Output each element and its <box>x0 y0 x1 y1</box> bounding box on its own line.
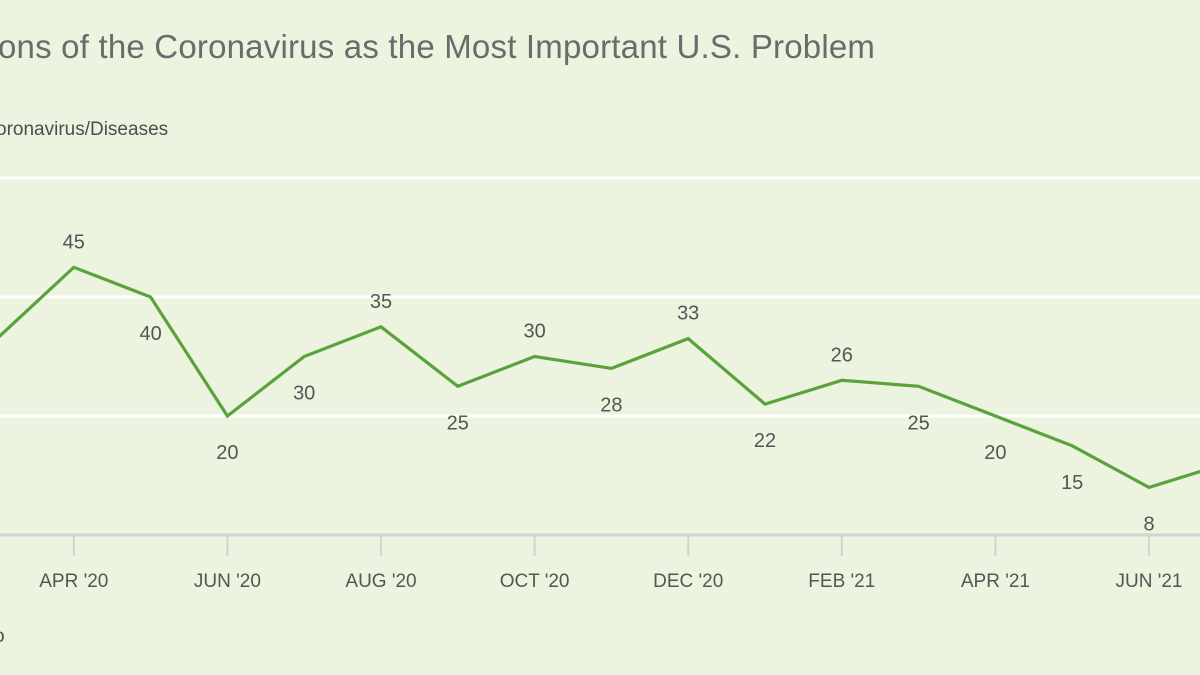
x-tick-label: JUN '20 <box>194 571 261 592</box>
data-label: 30 <box>523 321 545 343</box>
data-label: 20 <box>984 442 1006 464</box>
x-tick-label: OCT '20 <box>500 571 570 592</box>
x-tick-label: FEB '21 <box>808 571 875 592</box>
data-label: 30 <box>293 383 315 405</box>
data-label: 35 <box>370 291 392 313</box>
data-label: 25 <box>907 412 929 434</box>
x-tick-label: JUN '21 <box>1116 571 1183 592</box>
data-label: 25 <box>447 412 469 434</box>
series-layer <box>0 265 1200 490</box>
x-axis: APR '20 JUN '20 AUG '20 OCT '20 DEC '20 FEB '… <box>0 533 1200 592</box>
data-label: 20 <box>216 442 238 464</box>
data-label: 28 <box>600 394 622 416</box>
gridlines <box>0 176 1200 418</box>
data-label: 26 <box>831 344 853 366</box>
series-line <box>0 265 1200 490</box>
x-tick-label: APR '20 <box>39 571 108 592</box>
data-label: 8 <box>1143 513 1154 535</box>
data-labels: 4540203035253028332226252015812 <box>63 231 1155 535</box>
data-label: 45 <box>63 231 85 253</box>
chart-title: ons of the Coronavirus as the Most Impor… <box>0 28 876 65</box>
footnote: o <box>0 626 5 648</box>
data-label: 40 <box>139 323 161 345</box>
x-tick-label: AUG '20 <box>345 571 416 592</box>
y-axis-label: oronavirus/Diseases <box>0 119 169 140</box>
x-tick-label: DEC '20 <box>653 571 723 592</box>
x-tick-label: APR '21 <box>961 571 1030 592</box>
data-label: 22 <box>754 430 776 452</box>
data-label: 33 <box>677 303 699 325</box>
data-label: 15 <box>1061 472 1083 494</box>
